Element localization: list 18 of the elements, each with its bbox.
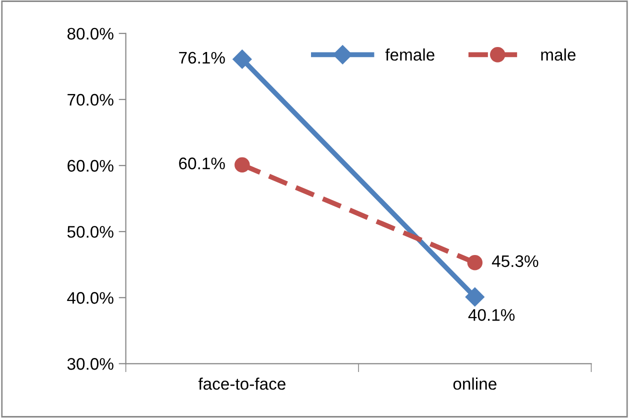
y-tick-label: 70.0% [68,94,114,106]
point [234,157,250,173]
point [467,254,483,270]
legend-label: female [385,48,434,61]
y-tick-label: 60.0% [68,160,114,172]
x-tick-label: online [453,378,496,390]
data-label: 76.1% [179,52,225,64]
data-label: 45.3% [492,255,538,268]
point [465,287,484,306]
x-tick-label: face-to-face [198,378,286,390]
y-tick-label: 30.0% [67,358,114,370]
legend-label: male [541,48,576,61]
data-label: 40.1% [468,309,515,321]
y-tick-label: 80.0% [67,28,114,40]
y-tick-label: 40.0% [67,292,114,304]
y-tick-label: 50.0% [67,226,114,238]
data-label: 60.1% [179,158,225,170]
point [232,50,252,69]
